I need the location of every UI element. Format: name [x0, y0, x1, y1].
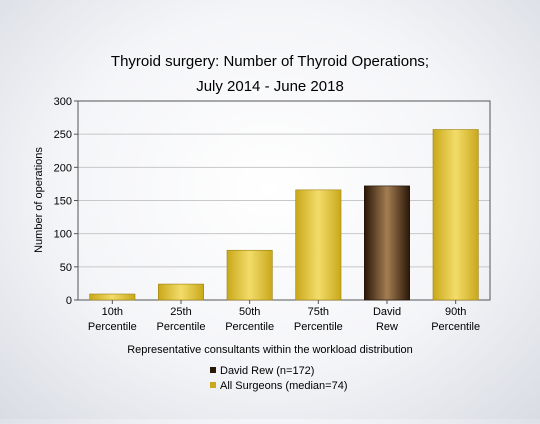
x-tick-label: Percentile — [88, 321, 137, 333]
bar-90th-percentile — [432, 129, 479, 301]
x-tick-label: 10th — [102, 306, 123, 318]
grid — [78, 133, 490, 268]
x-tick-label: 25th — [170, 306, 191, 318]
plot-area — [77, 100, 491, 301]
bar-david-rew — [364, 185, 410, 301]
y-tick-label: 100 — [54, 229, 72, 241]
legend-label-all: All Surgeons (median=74) — [220, 380, 348, 392]
y-ticks: 0 50 100 150 200 250 300 — [54, 96, 78, 307]
y-tick-label: 50 — [60, 262, 72, 274]
legend-swatch-all — [210, 382, 216, 388]
y-tick-label: 250 — [54, 129, 72, 141]
x-tick-label: Percentile — [431, 321, 480, 333]
y-tick-label: 0 — [66, 295, 72, 307]
legend-swatch-david — [210, 367, 216, 373]
x-axis-label: Representative consultants within the wo… — [127, 344, 413, 356]
chart-title-line1: Thyroid surgery: Number of Thyroid Opera… — [111, 53, 429, 70]
bar-50th-percentile — [226, 249, 273, 301]
bar-25th-percentile — [158, 283, 204, 301]
chart-title-line2: July 2014 - June 2018 — [196, 78, 344, 95]
bars — [89, 129, 479, 301]
x-ticks: 10th Percentile 25th Percentile 50th Percenti… — [88, 300, 480, 333]
x-tick-label: David — [373, 306, 401, 318]
y-tick-label: 300 — [54, 96, 72, 108]
y-tick-label: 150 — [54, 196, 72, 208]
x-tick-label: Percentile — [294, 321, 343, 333]
x-tick-label: 90th — [445, 306, 466, 318]
x-tick-label: 75th — [308, 306, 329, 318]
bar-75th-percentile — [295, 189, 342, 301]
legend: David Rew (n=172) All Surgeons (median=7… — [210, 365, 348, 392]
x-tick-label: 50th — [239, 306, 260, 318]
y-axis-label: Number of operations — [33, 147, 45, 253]
y-tick-label: 200 — [54, 162, 72, 174]
x-tick-label: Rew — [376, 321, 398, 333]
x-tick-label: Percentile — [225, 321, 274, 333]
bar-10th-percentile — [89, 293, 136, 301]
legend-label-david: David Rew (n=172) — [220, 365, 314, 377]
x-tick-label: Percentile — [157, 321, 206, 333]
